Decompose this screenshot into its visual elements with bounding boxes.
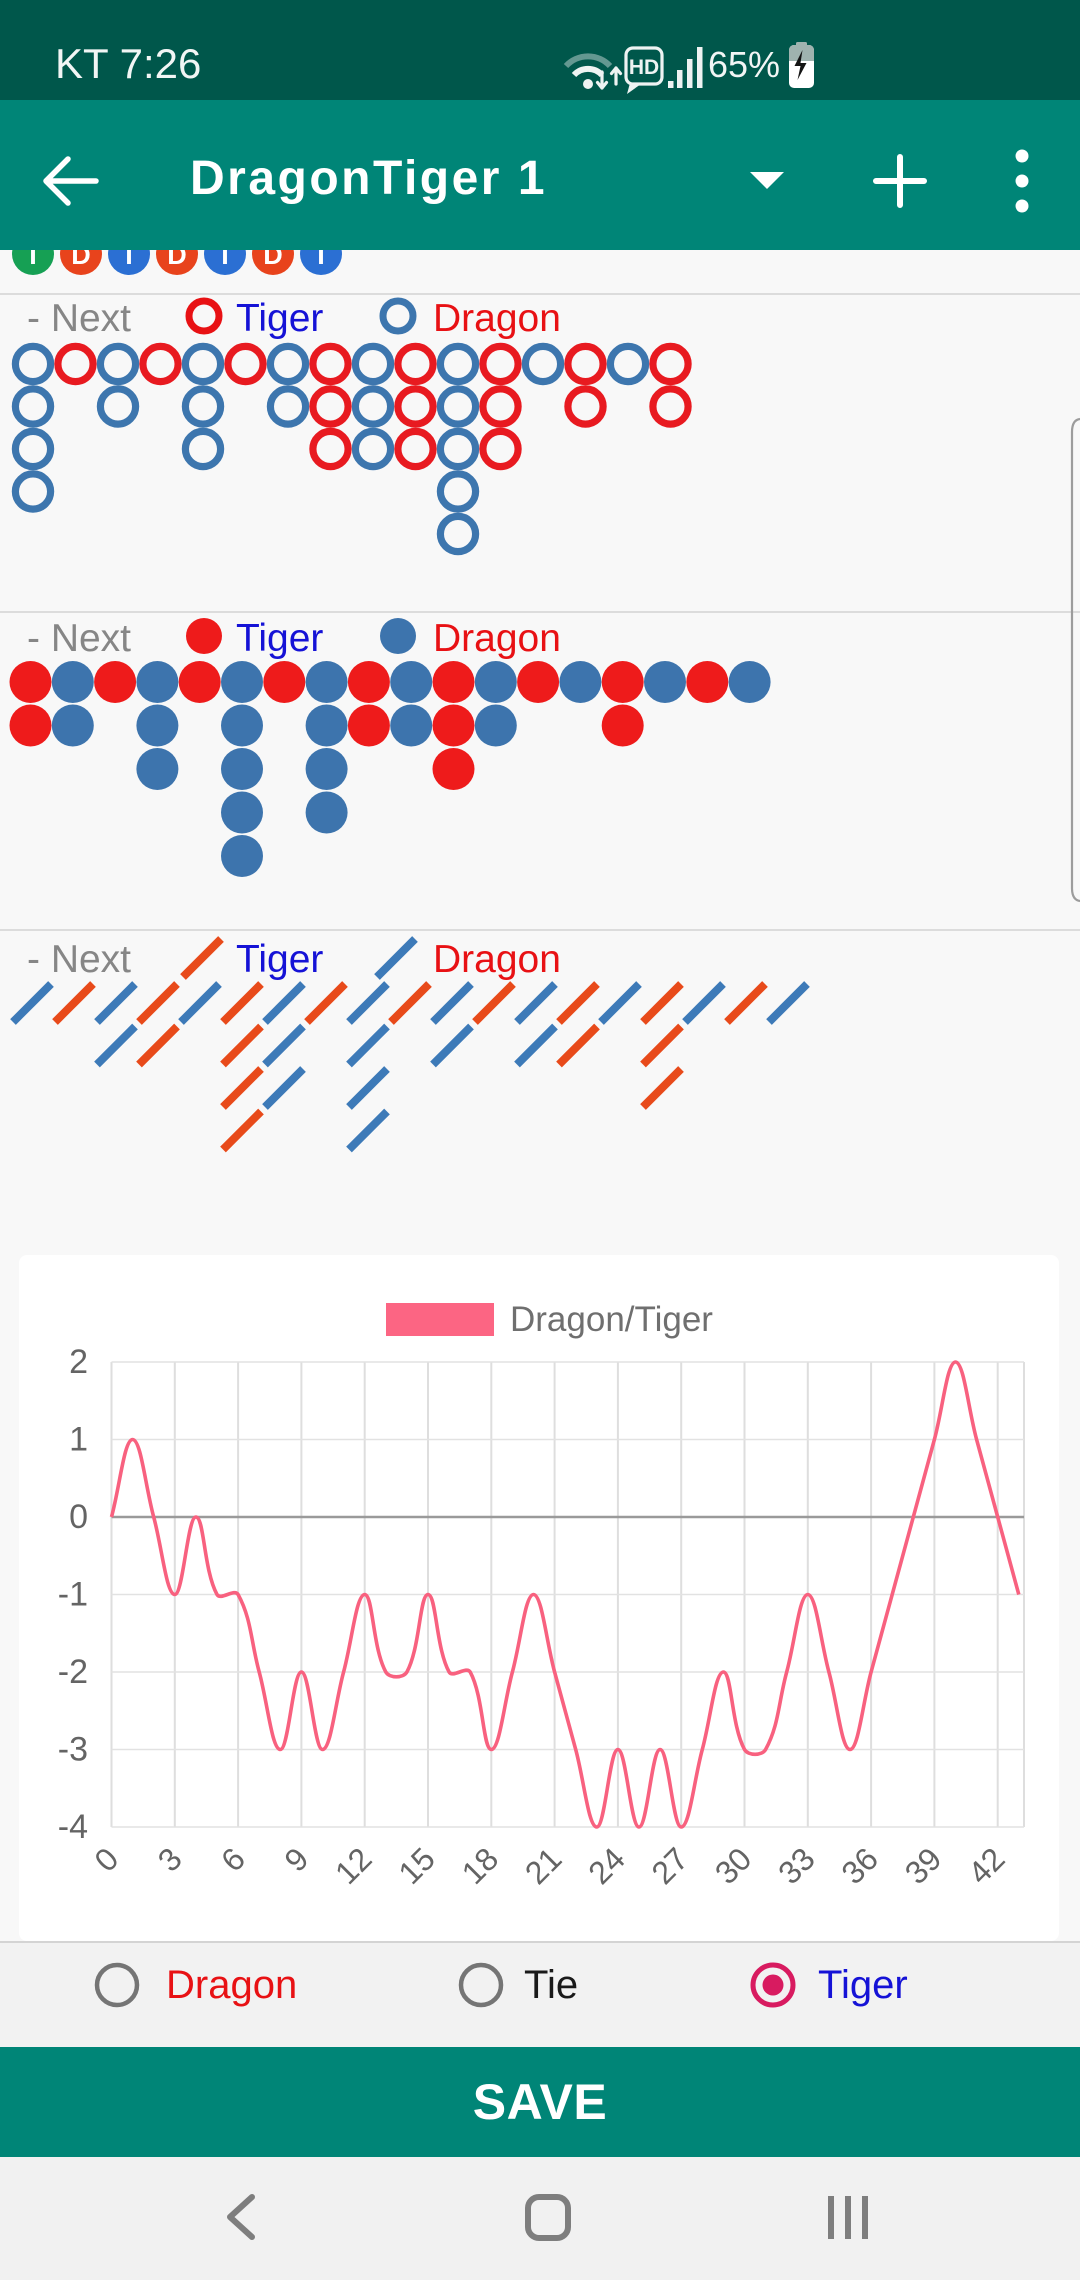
svg-text:Dragon: Dragon bbox=[166, 1963, 297, 2007]
svg-text:Tiger: Tiger bbox=[236, 938, 323, 981]
svg-text:Dragon: Dragon bbox=[433, 938, 561, 981]
svg-text:-3: -3 bbox=[58, 1731, 88, 1769]
svg-text:30: 30 bbox=[708, 1840, 759, 1891]
svg-text:39: 39 bbox=[898, 1840, 949, 1891]
svg-text:Tiger: Tiger bbox=[236, 297, 323, 340]
svg-text:D: D bbox=[167, 250, 187, 270]
svg-text:- Next: - Next bbox=[27, 617, 131, 660]
svg-text:T: T bbox=[217, 250, 234, 270]
svg-text:Tie: Tie bbox=[524, 1963, 578, 2007]
svg-text:15: 15 bbox=[391, 1840, 442, 1891]
svg-text:6: 6 bbox=[214, 1840, 252, 1878]
svg-text:Tiger: Tiger bbox=[818, 1963, 908, 2007]
svg-text:-4: -4 bbox=[58, 1808, 88, 1846]
svg-text:Dragon: Dragon bbox=[433, 297, 561, 340]
svg-text:D: D bbox=[71, 250, 91, 270]
svg-text:21: 21 bbox=[518, 1840, 569, 1891]
svg-text:12: 12 bbox=[328, 1840, 379, 1891]
svg-text:HD: HD bbox=[629, 56, 659, 79]
svg-text:T: T bbox=[313, 250, 330, 270]
svg-text:Dragon: Dragon bbox=[433, 617, 561, 660]
svg-text:18: 18 bbox=[455, 1840, 506, 1891]
svg-text:24: 24 bbox=[581, 1840, 632, 1891]
svg-text:D: D bbox=[263, 250, 283, 270]
svg-text:42: 42 bbox=[961, 1840, 1012, 1891]
svg-text:0: 0 bbox=[87, 1840, 125, 1878]
svg-text:27: 27 bbox=[645, 1840, 696, 1891]
svg-text:-2: -2 bbox=[58, 1653, 88, 1691]
svg-text:36: 36 bbox=[834, 1840, 885, 1891]
svg-text:33: 33 bbox=[771, 1840, 822, 1891]
svg-text:T: T bbox=[25, 250, 42, 270]
svg-text:Tiger: Tiger bbox=[236, 617, 323, 660]
svg-text:3: 3 bbox=[151, 1840, 189, 1878]
svg-text:Dragon/Tiger: Dragon/Tiger bbox=[510, 1300, 713, 1339]
svg-text:T: T bbox=[121, 250, 138, 270]
svg-text:- Next: - Next bbox=[27, 297, 131, 340]
svg-text:9: 9 bbox=[277, 1840, 315, 1878]
svg-text:- Next: - Next bbox=[27, 938, 131, 981]
svg-text:0: 0 bbox=[69, 1498, 88, 1536]
svg-text:-1: -1 bbox=[58, 1576, 88, 1614]
svg-text:2: 2 bbox=[69, 1343, 88, 1381]
svg-text:1: 1 bbox=[69, 1421, 88, 1459]
